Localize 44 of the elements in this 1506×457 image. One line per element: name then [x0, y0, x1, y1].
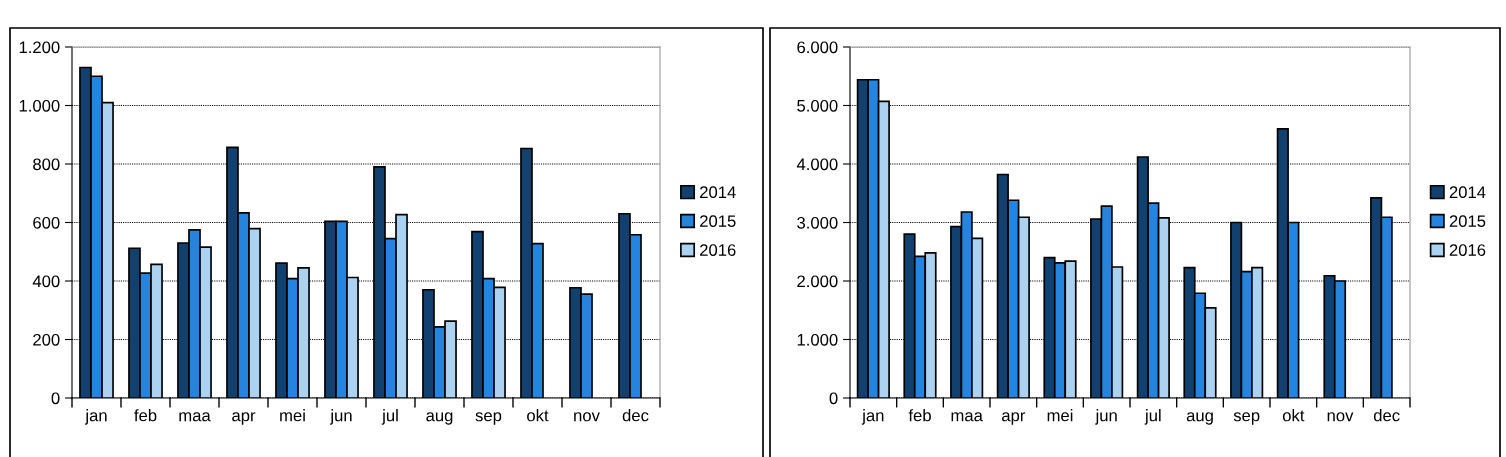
y-tick-label: 200: [33, 333, 60, 346]
x-tick-label: jan: [861, 409, 884, 425]
x-tick-label: okt: [527, 409, 549, 422]
y-tick-label: 4.000: [796, 158, 838, 171]
y-tick-label: 3.000: [797, 216, 838, 229]
y-tick-label: 0: [829, 392, 838, 405]
x-tick-label: feb: [134, 409, 157, 422]
x-tick-label: apr: [1002, 412, 1026, 425]
x-tick-label: aug: [426, 412, 453, 425]
y-tick-label: 5.000: [797, 99, 838, 112]
x-tick-label: jul: [381, 409, 398, 425]
x-tick-label: feb: [908, 409, 931, 422]
y-tick-label: 0: [51, 392, 60, 405]
legend-label: 2016: [700, 244, 736, 256]
x-tick-label: aug: [1186, 412, 1213, 425]
x-tick-label: sep: [1233, 412, 1260, 425]
legend-label: 2016: [1449, 244, 1486, 256]
y-tick-label: 400: [32, 275, 60, 288]
legend-label: 2015: [700, 215, 736, 228]
y-tick-label: 6.000: [797, 41, 838, 54]
x-tick-label: maa: [951, 412, 983, 422]
x-tick-label: dec: [1373, 409, 1400, 422]
x-tick-label: mei: [1047, 409, 1073, 422]
legend-label: 2014: [1449, 186, 1486, 199]
x-tick-label: jun: [329, 409, 352, 425]
x-tick-label: okt: [1282, 409, 1305, 422]
legend-label: 2014: [700, 186, 736, 199]
x-tick-label: jun: [1095, 409, 1117, 425]
x-tick-label: apr: [232, 412, 256, 425]
y-tick-label: 600: [33, 216, 60, 229]
y-tick-label: 1.200: [19, 41, 60, 54]
y-tick-label: 2.000: [797, 275, 838, 288]
x-tick-label: dec: [622, 409, 649, 422]
x-tick-label: jan: [84, 409, 107, 425]
x-tick-label: nov: [574, 412, 600, 422]
x-tick-label: maa: [179, 412, 211, 422]
y-tick-label: 1.000: [797, 333, 838, 346]
y-tick-label: 800: [33, 158, 60, 171]
legend-label: 2015: [1449, 215, 1486, 228]
x-tick-label: mei: [280, 409, 305, 422]
x-tick-label: jul: [1144, 409, 1161, 425]
y-tick-label: 1.000: [19, 99, 60, 112]
x-tick-label: nov: [1327, 412, 1354, 422]
x-tick-label: sep: [475, 412, 502, 425]
